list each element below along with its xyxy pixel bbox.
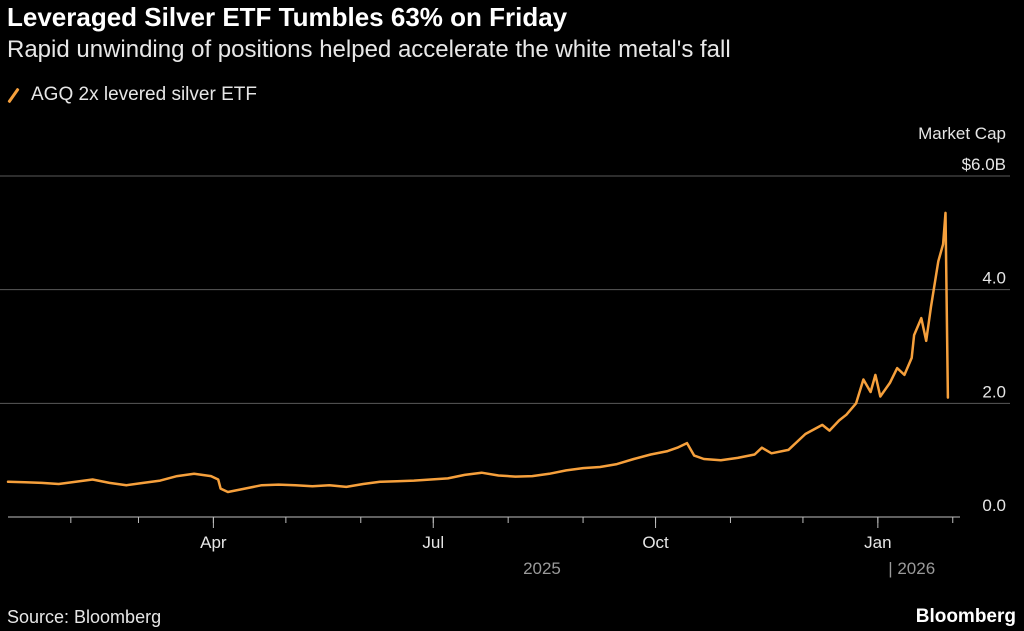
x-year-label: 2025 <box>523 559 561 578</box>
series-line <box>6 211 950 494</box>
y-axis-title: Market Cap <box>918 124 1006 143</box>
legend-label: AGQ 2x levered silver ETF <box>31 84 257 105</box>
chart-title: Leveraged Silver ETF Tumbles 63% on Frid… <box>7 2 568 32</box>
chart-subtitle: Rapid unwinding of positions helped acce… <box>7 36 731 63</box>
y-tick-label: $6.0B <box>962 155 1006 174</box>
y-tick-label: 4.0 <box>982 269 1006 288</box>
y-tick-label: 2.0 <box>982 382 1006 401</box>
x-year-label: | 2026 <box>888 559 935 578</box>
bloomberg-logo: Bloomberg <box>915 606 1016 627</box>
x-tick-label: Jan <box>864 533 891 552</box>
y-tick-label: 0.0 <box>982 496 1006 515</box>
x-tick-label: Jul <box>422 533 444 552</box>
x-tick-label: Apr <box>200 533 227 552</box>
source-note: Source: Bloomberg <box>7 607 162 627</box>
legend: AGQ 2x levered silver ETF <box>7 84 257 106</box>
x-tick-label: Oct <box>642 533 669 552</box>
